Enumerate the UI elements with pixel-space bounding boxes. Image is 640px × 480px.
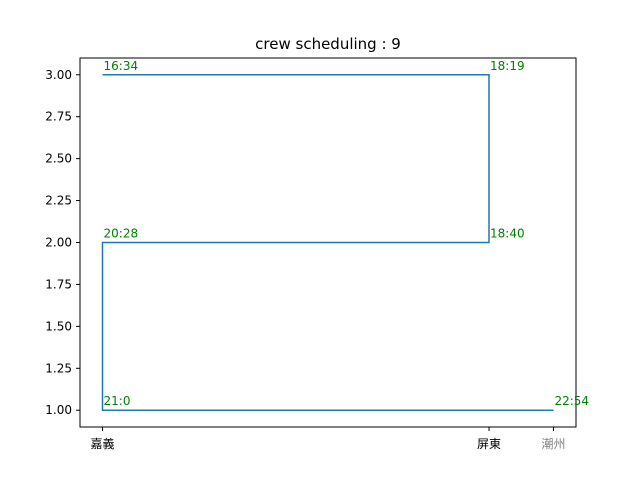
time-annotation: 20:28 xyxy=(104,227,139,241)
y-tick-label: 1.50 xyxy=(45,319,72,333)
plot-area: 1.00 1.25 1.50 1.75 2.00 2.25 2.50 2.75 3.00 嘉義 屏東… xyxy=(45,57,589,451)
y-tick-label: 1.75 xyxy=(45,277,72,291)
y-tick-label: 3.00 xyxy=(45,68,72,82)
chart-title: crew scheduling : 9 xyxy=(255,35,401,53)
y-tick-label: 1.25 xyxy=(45,361,72,375)
time-annotation: 16:34 xyxy=(104,59,139,73)
x-tick-label: 潮州 xyxy=(541,436,565,451)
y-tick-label: 1.00 xyxy=(45,403,72,417)
x-tick-label: 屏東 xyxy=(477,437,501,451)
y-tick-label: 2.50 xyxy=(45,152,72,166)
time-annotation: 22:54 xyxy=(554,394,589,408)
time-annotation: 21:0 xyxy=(104,394,131,408)
y-tick-label: 2.75 xyxy=(45,110,72,124)
y-tick-label: 2.00 xyxy=(45,236,72,250)
time-annotation: 18:19 xyxy=(490,59,525,73)
x-tick-label: 嘉義 xyxy=(91,436,115,451)
series-line xyxy=(101,74,554,411)
y-tick-label: 2.25 xyxy=(45,194,72,208)
time-annotation: 18:40 xyxy=(490,227,525,241)
